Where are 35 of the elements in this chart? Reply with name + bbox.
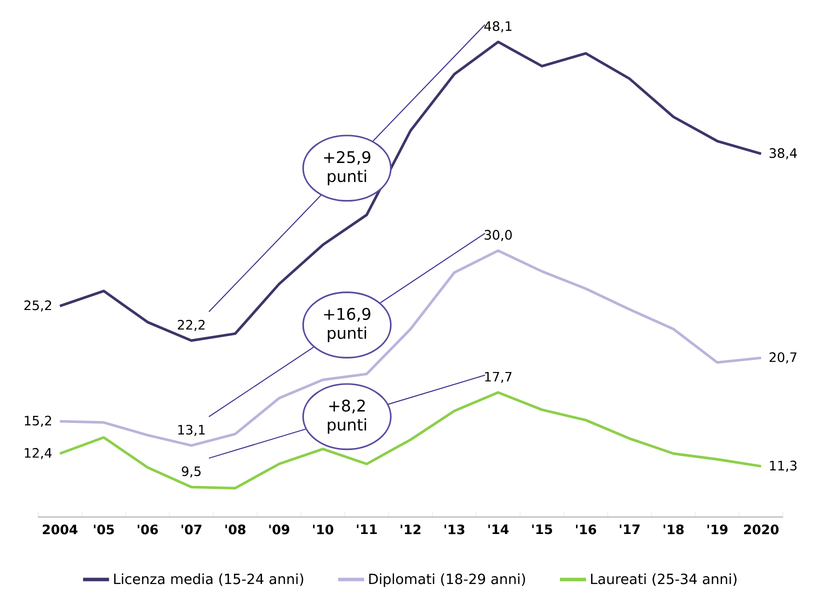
x-tick-label: '08 [225, 524, 246, 534]
x-tick-label: '05 [94, 524, 114, 534]
data-label: 13,1 [178, 424, 205, 436]
data-label: 48,1 [484, 21, 512, 32]
x-tick-label: '14 [488, 524, 509, 534]
annotation: +25,9 punti [324, 151, 370, 186]
data-label: 25,2 [24, 300, 52, 312]
data-label: 30,0 [484, 230, 512, 242]
x-tick-label: '10 [313, 524, 334, 534]
x-tick-label: '12 [400, 524, 420, 534]
x-tick-label: 2020 [744, 524, 779, 534]
data-label: 9,5 [182, 466, 201, 478]
annotation: +8,2 punti [328, 400, 366, 434]
data-label: 11,3 [770, 460, 797, 472]
data-label: 38,4 [770, 148, 797, 160]
x-tick-label: '07 [182, 524, 202, 534]
x-tick-label: '18 [664, 524, 684, 534]
x-tick-label: '19 [707, 524, 728, 534]
data-label: 15,2 [24, 416, 52, 427]
x-tick-label: '11 [356, 524, 377, 534]
x-tick-label: '09 [269, 524, 290, 534]
x-tick-label: '13 [444, 524, 464, 534]
data-label: 22,2 [178, 320, 205, 332]
data-label: 12,4 [24, 448, 52, 460]
annotation: +16,9 punti [324, 308, 370, 342]
x-tick-label: '06 [138, 524, 158, 534]
data-label: 20,7 [770, 352, 796, 364]
x-tick-label: '17 [620, 524, 640, 534]
data-label: 17,7 [485, 372, 512, 383]
legend-label: Diplomati (18-29 anni) [369, 573, 526, 587]
legend-label: Licenza media (15-24 anni) [114, 573, 304, 586]
legend-label: Laureati (25-34 anni) [591, 573, 736, 586]
x-tick-label: '15 [532, 524, 552, 534]
x-tick-label: '16 [576, 524, 596, 534]
x-tick-label: 2004 [42, 524, 78, 534]
